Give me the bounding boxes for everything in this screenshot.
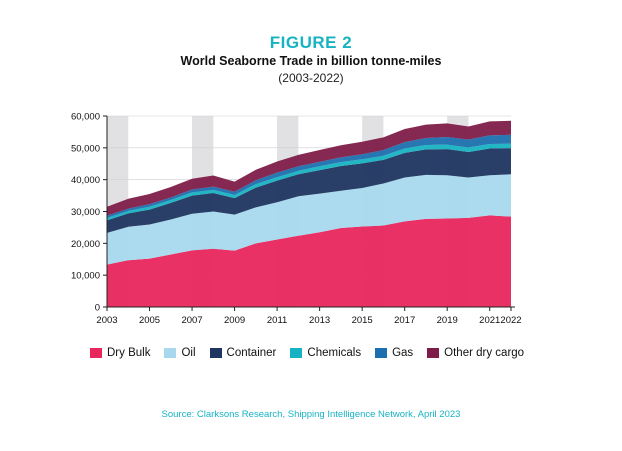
legend-item-chemicals: Chemicals [290,347,361,359]
x-tick-label: 2005 [139,315,160,326]
legend-label: Container [226,347,277,359]
y-axis-ticks: 0 10,000 20,000 30,000 40,000 50,000 60,000 [71,112,107,314]
x-tick-label: 2009 [224,315,245,326]
area-other-dry-cargo [107,120,511,216]
y-tick-label: 60,000 [71,112,100,123]
legend: Dry Bulk Oil Container Chemicals Gas Other dr… [90,347,550,359]
legend-swatch [164,348,177,358]
legend-label: Gas [392,347,414,359]
legend-item-gas: Gas [375,347,413,359]
y-tick-label: 50,000 [71,143,100,154]
legend-swatch [375,348,388,358]
y-tick-label: 40,000 [71,175,100,186]
legend-label: Chemicals [307,347,362,359]
y-tick-label: 10,000 [71,271,100,282]
y-tick-label: 30,000 [71,207,100,218]
x-axis-ticks: 2003 2005 2007 2009 2011 2013 2015 2017 2019 2021… [96,307,522,326]
legend-swatch [427,348,440,358]
chart-subtitle: (2003-2022) [278,71,344,85]
x-tick-label: 2007 [181,315,202,326]
legend-swatch [290,348,303,358]
data-areas [107,120,511,307]
legend-label: Other dry cargo [444,347,525,359]
x-tick-label: 2021 [479,315,500,326]
source-note: Source: Clarksons Research, Shipping Int… [161,409,461,420]
area-gas [107,134,511,218]
legend-item-dry-bulk: Dry Bulk [90,347,150,359]
area-dry-bulk [107,215,511,307]
legend-swatch [209,348,222,358]
chart-title: World Seaborne Trade in billion tonne-mi… [180,54,442,68]
x-tick-label: 2013 [309,315,330,326]
legend-label: Oil [181,347,196,359]
y-tick-label: 20,000 [71,239,100,250]
x-tick-label: 2019 [437,315,458,326]
area-container [107,148,511,233]
legend-item-other-dry-cargo: Other dry cargo [427,347,524,359]
legend-swatch [90,348,102,358]
x-tick-label: 2022 [500,315,521,326]
legend-label: Dry Bulk [107,347,151,359]
x-tick-label: 2011 [267,315,287,326]
x-tick-label: 2003 [96,315,117,326]
figure-label: FIGURE 2 [269,33,353,52]
area-chemicals [107,143,511,221]
legend-item-container: Container [209,347,277,359]
y-tick-label: 0 [95,303,100,314]
x-tick-label: 2017 [394,315,415,326]
x-tick-label: 2015 [352,315,373,326]
legend-item-oil: Oil [164,347,196,359]
area-oil [107,174,511,265]
